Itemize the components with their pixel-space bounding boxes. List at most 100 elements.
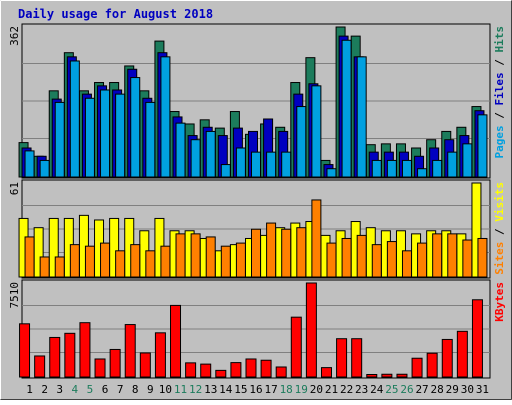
x-tick-label: 12 xyxy=(189,383,202,396)
legend-entry: Visits xyxy=(493,182,506,222)
bar-kbytes-day-6 xyxy=(94,358,106,378)
bar-pages-day-28 xyxy=(432,159,443,178)
bar-kbytes-day-25 xyxy=(381,373,393,378)
bar-pages-day-23 xyxy=(356,56,367,178)
bar-kbytes-day-4 xyxy=(64,332,76,378)
bar-sites-day-13 xyxy=(205,236,216,278)
x-tick-label: 14 xyxy=(219,383,233,396)
bar-kbytes-day-14 xyxy=(215,369,227,378)
bar-pages-day-12 xyxy=(190,139,201,178)
bar-sites-day-8 xyxy=(130,244,141,278)
bar-sites-day-10 xyxy=(160,245,171,278)
x-tick-label: 17 xyxy=(264,383,277,396)
x-tick-label: 20 xyxy=(310,383,323,396)
x-tick-label: 27 xyxy=(415,383,428,396)
panel-bottom: 7510 KBytes xyxy=(8,279,506,379)
bar-pages-day-22 xyxy=(341,39,352,178)
legend-entry: Hits xyxy=(493,26,506,53)
bar-kbytes-day-10 xyxy=(154,332,166,378)
bar-pages-day-15 xyxy=(235,147,246,178)
bar-sites-day-15 xyxy=(235,242,246,278)
bar-kbytes-day-18 xyxy=(275,366,287,378)
bar-kbytes-day-22 xyxy=(336,338,348,378)
bar-sites-day-23 xyxy=(356,234,367,278)
bar-kbytes-day-19 xyxy=(290,316,302,378)
bar-pages-day-9 xyxy=(145,101,156,178)
bar-sites-day-1 xyxy=(24,236,35,278)
series-legend: Sites / Visits xyxy=(493,182,506,275)
x-tick-label: 3 xyxy=(56,383,63,396)
x-tick-label: 31 xyxy=(476,383,489,396)
bar-sites-day-31 xyxy=(477,237,488,278)
x-tick-label: 19 xyxy=(295,383,308,396)
bar-sites-day-2 xyxy=(39,256,50,278)
bar-kbytes-day-21 xyxy=(320,367,332,378)
bar-sites-day-30 xyxy=(462,239,473,278)
x-tick-label: 1 xyxy=(26,383,33,396)
x-tick-label: 5 xyxy=(87,383,94,396)
bar-pages-day-11 xyxy=(175,122,186,178)
x-tick-label: 7 xyxy=(117,383,124,396)
bar-kbytes-day-16 xyxy=(245,358,257,378)
bar-pages-day-5 xyxy=(84,97,95,178)
bar-kbytes-day-20 xyxy=(305,282,317,378)
y-max-label: 61 xyxy=(8,182,21,195)
bar-pages-day-10 xyxy=(160,56,171,178)
panel-top: 362 Pages / Files / Hits xyxy=(8,23,506,179)
x-tick-label: 30 xyxy=(461,383,474,396)
bar-pages-day-17 xyxy=(266,151,277,178)
bar-kbytes-day-8 xyxy=(124,324,136,378)
x-tick-label: 10 xyxy=(159,383,172,396)
bar-pages-day-24 xyxy=(371,159,382,178)
bar-kbytes-day-27 xyxy=(411,357,423,378)
x-tick-label: 16 xyxy=(249,383,262,396)
bar-pages-day-31 xyxy=(477,114,488,178)
x-tick-label: 28 xyxy=(431,383,444,396)
bar-sites-day-12 xyxy=(190,233,201,278)
legend-entry: / xyxy=(493,53,506,73)
bar-sites-day-4 xyxy=(69,244,80,278)
x-tick-label: 29 xyxy=(446,383,459,396)
x-tick-label: 23 xyxy=(355,383,368,396)
chart-title: Daily usage for August 2018 xyxy=(18,7,213,21)
bar-sites-day-26 xyxy=(401,250,412,278)
x-tick-label: 22 xyxy=(340,383,353,396)
bar-pages-day-13 xyxy=(205,130,216,178)
bar-pages-day-4 xyxy=(69,60,80,178)
bar-sites-day-22 xyxy=(341,237,352,278)
bar-pages-day-14 xyxy=(220,164,231,178)
x-tick-label: 4 xyxy=(72,383,79,396)
bar-kbytes-day-29 xyxy=(441,338,453,378)
x-tick-label: 18 xyxy=(280,383,293,396)
x-tick-label: 13 xyxy=(204,383,217,396)
bar-sites-day-21 xyxy=(326,242,337,278)
bar-kbytes-day-30 xyxy=(456,330,468,378)
x-tick-label: 25 xyxy=(385,383,398,396)
bar-kbytes-day-24 xyxy=(366,373,378,378)
bar-kbytes-day-23 xyxy=(351,338,363,378)
bar-visits-day-31 xyxy=(471,182,482,278)
bar-kbytes-day-2 xyxy=(34,355,46,378)
bar-sites-day-3 xyxy=(54,256,65,278)
bar-pages-day-7 xyxy=(115,93,126,178)
bar-sites-day-5 xyxy=(84,245,95,278)
bar-sites-day-29 xyxy=(447,233,458,278)
bar-visits-day-3 xyxy=(48,217,59,278)
bar-kbytes-day-15 xyxy=(230,362,242,378)
bar-sites-day-19 xyxy=(296,227,307,278)
bar-sites-day-27 xyxy=(417,242,428,278)
legend-entry: Pages xyxy=(493,125,506,158)
x-tick-label: 15 xyxy=(234,383,247,396)
x-tick-label: 11 xyxy=(174,383,187,396)
bar-pages-day-1 xyxy=(24,150,35,178)
bar-pages-day-29 xyxy=(447,151,458,178)
bar-sites-day-20 xyxy=(311,199,322,278)
x-tick-label: 9 xyxy=(147,383,154,396)
bar-pages-day-18 xyxy=(281,151,292,178)
bar-pages-day-19 xyxy=(296,106,307,178)
bar-pages-day-6 xyxy=(100,89,111,178)
legend-entry: / xyxy=(493,106,506,126)
bar-sites-day-7 xyxy=(115,250,126,278)
x-tick-label: 8 xyxy=(132,383,139,396)
x-tick-label: 2 xyxy=(41,383,48,396)
